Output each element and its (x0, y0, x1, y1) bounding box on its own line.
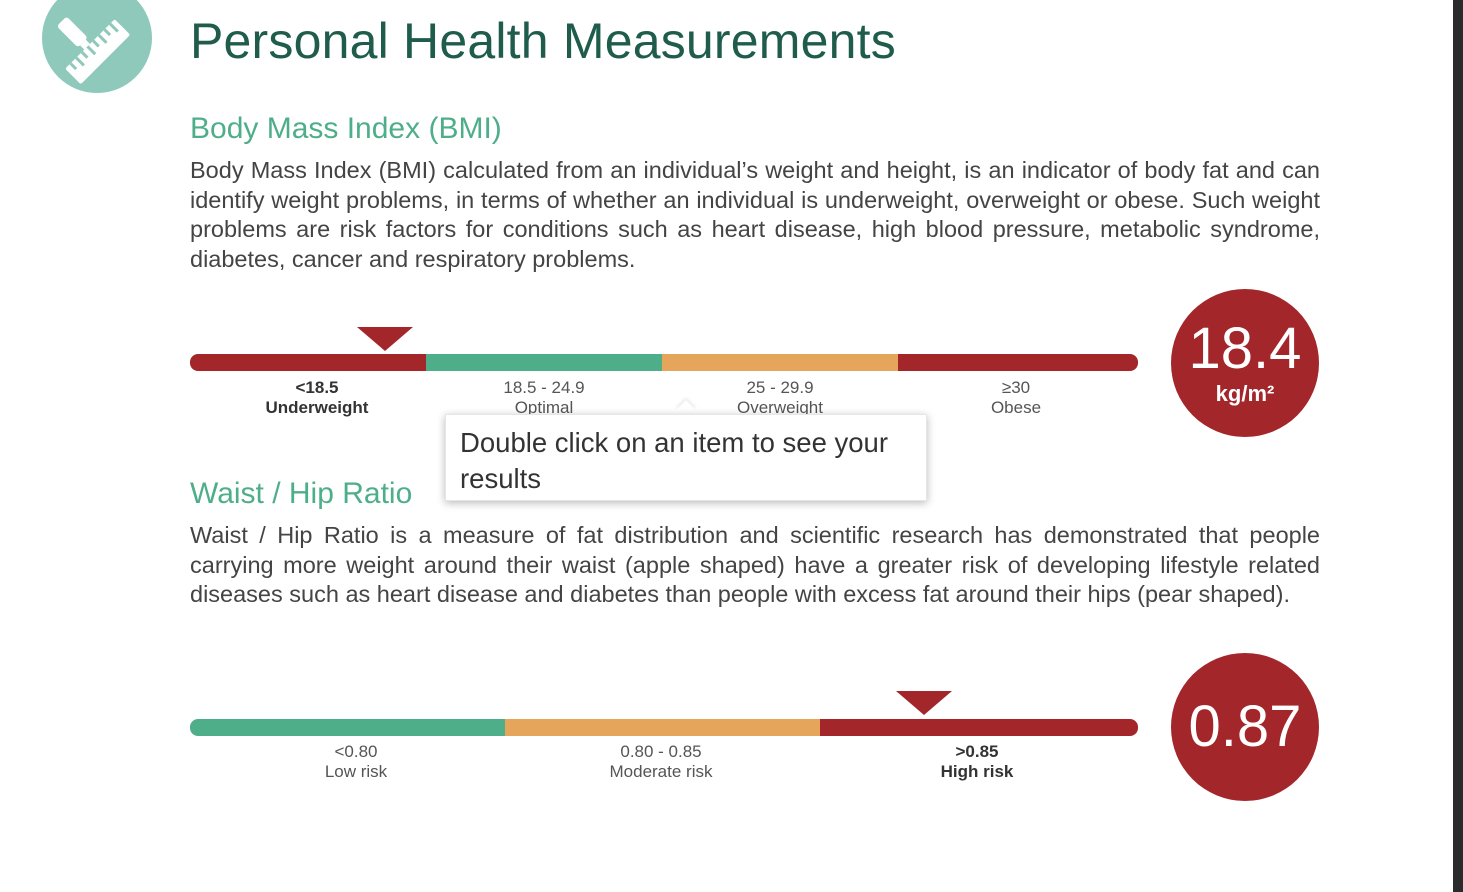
window-edge (1453, 0, 1463, 892)
pen-ruler-icon (42, 0, 152, 93)
whr-range: >0.85 (955, 742, 999, 761)
bmi-result-unit: kg/m² (1215, 381, 1275, 406)
bmi-range: 18.5 - 24.9 (503, 378, 585, 397)
bmi-range: <18.5 (295, 378, 339, 397)
whr-segment-moderate-risk[interactable] (505, 719, 820, 736)
whr-category: High risk (940, 762, 1014, 781)
bmi-segment-overweight[interactable] (662, 354, 898, 371)
bmi-scale-label-underweight[interactable]: <18.5 Underweight (217, 378, 417, 418)
bmi-category: Overweight (737, 398, 823, 417)
bmi-range: 25 - 29.9 (746, 378, 814, 397)
whr-range: 0.80 - 0.85 (620, 742, 702, 761)
bmi-scale-label-optimal[interactable]: 18.5 - 24.9 Optimal (444, 378, 644, 418)
bmi-heading: Body Mass Index (BMI) (190, 112, 502, 145)
bmi-result-value: 18.4 (1188, 316, 1302, 381)
bmi-range: ≥30 (1001, 378, 1031, 397)
whr-category: Low risk (324, 762, 388, 781)
bmi-category: Optimal (514, 398, 574, 417)
bmi-segment-underweight[interactable] (190, 354, 426, 371)
whr-category: Moderate risk (609, 762, 713, 781)
bmi-description: Body Mass Index (BMI) calculated from an… (190, 157, 1320, 272)
whr-marker-icon (896, 691, 952, 715)
bmi-scale-label-obese[interactable]: ≥30 Obese (916, 378, 1116, 418)
bmi-scale-label-overweight[interactable]: 25 - 29.9 Overweight (680, 378, 880, 418)
bmi-segment-optimal[interactable] (426, 354, 662, 371)
whr-result-value: 0.87 (1188, 694, 1302, 759)
bmi-result-badge[interactable]: 18.4 kg/m² (1171, 289, 1319, 437)
bmi-marker-icon (357, 327, 413, 351)
whr-range: <0.80 (334, 742, 378, 761)
bmi-category: Obese (990, 398, 1042, 417)
whr-segment-high-risk[interactable] (820, 719, 1138, 736)
whr-scale-label-low[interactable]: <0.80 Low risk (256, 742, 456, 782)
whr-description: Waist / Hip Ratio is a measure of fat di… (190, 522, 1320, 607)
bmi-category: Underweight (265, 398, 369, 417)
hint-tooltip: Double click on an item to see your resu… (445, 414, 927, 501)
whr-scale-label-moderate[interactable]: 0.80 - 0.85 Moderate risk (561, 742, 761, 782)
whr-scale-label-high[interactable]: >0.85 High risk (877, 742, 1077, 782)
whr-result-badge[interactable]: 0.87 (1171, 653, 1319, 801)
whr-heading: Waist / Hip Ratio (190, 477, 413, 510)
whr-segment-low-risk[interactable] (190, 719, 505, 736)
page-title: Personal Health Measurements (190, 13, 896, 69)
bmi-segment-obese[interactable] (898, 354, 1138, 371)
